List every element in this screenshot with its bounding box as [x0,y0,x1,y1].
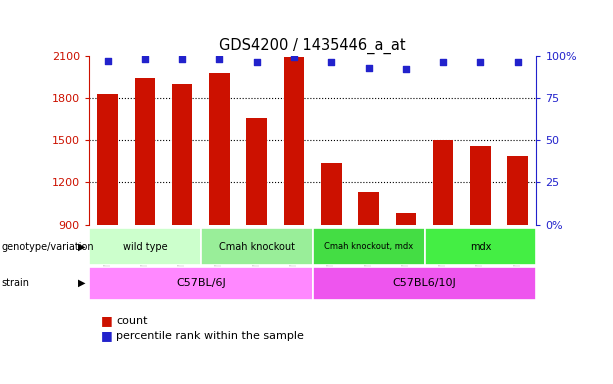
Text: ▶: ▶ [78,242,85,252]
Bar [508,156,528,225]
Point [140,56,150,62]
Bar [424,228,536,265]
Text: C57BL6/10J: C57BL6/10J [393,278,456,288]
Text: ▶: ▶ [78,278,85,288]
Point [215,56,224,62]
Point [177,56,187,62]
Bar [89,228,201,265]
Bar [201,228,313,265]
Text: Cmah knockout, mdx: Cmah knockout, mdx [324,242,413,251]
Bar [89,267,313,300]
Title: GDS4200 / 1435446_a_at: GDS4200 / 1435446_a_at [219,38,406,54]
Bar [172,84,192,225]
Text: count: count [116,316,148,326]
Bar [395,214,416,225]
Bar [284,57,304,225]
Bar [359,192,379,225]
Bar [135,78,155,225]
Text: mdx: mdx [470,242,491,252]
Bar [97,94,118,225]
Text: strain: strain [1,278,29,288]
Point [364,65,373,71]
Bar [433,140,454,225]
Text: percentile rank within the sample: percentile rank within the sample [116,331,304,341]
Text: Cmah knockout: Cmah knockout [219,242,295,252]
Point [289,54,299,60]
Point [252,60,262,66]
Text: wild type: wild type [123,242,167,252]
Bar [321,163,341,225]
Point [438,60,448,66]
Point [326,60,336,66]
Bar [209,73,230,225]
Point [102,58,112,64]
Text: genotype/variation: genotype/variation [1,242,94,252]
Point [401,66,411,72]
Text: C57BL/6J: C57BL/6J [176,278,226,288]
Point [476,60,485,66]
Bar [246,118,267,225]
Point [513,60,523,66]
Bar [470,146,490,225]
Bar [313,267,536,300]
Text: ■: ■ [101,329,113,343]
Text: ■: ■ [101,314,113,327]
Bar [313,228,424,265]
